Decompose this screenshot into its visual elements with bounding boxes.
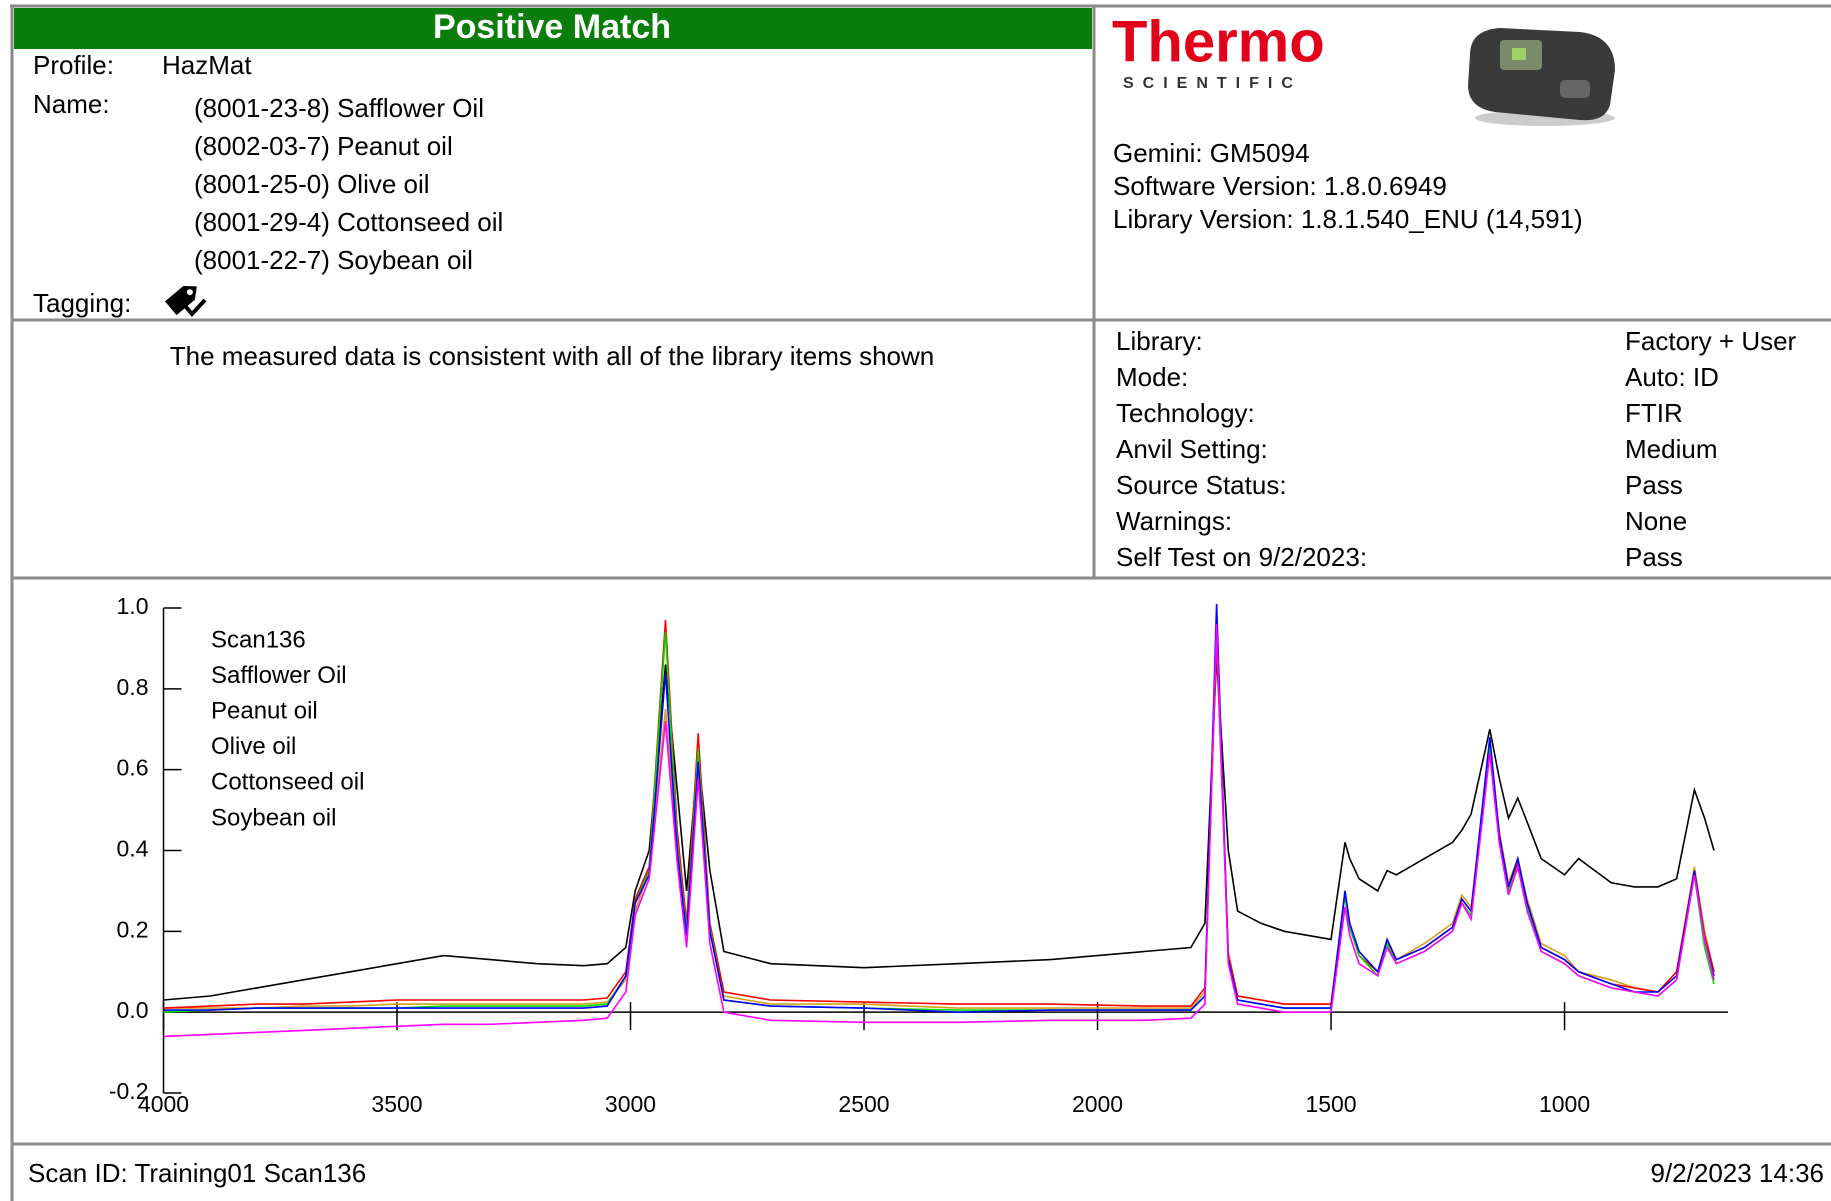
setting-label: Warnings:: [1116, 506, 1232, 536]
setting-label: Source Status:: [1116, 470, 1287, 500]
tag-check: [184, 298, 207, 318]
match-name: (8001-25-0) Olive oil: [194, 169, 430, 199]
y-tick-label: 0.8: [117, 674, 149, 700]
x-tick-label: 4000: [138, 1091, 189, 1117]
y-tick-label: -0.2: [109, 1078, 149, 1104]
legend-entry: Cottonseed oil: [211, 769, 364, 796]
y-tick-label: 0.6: [117, 755, 149, 781]
tag-icon: [164, 285, 197, 316]
x-tick-label: 1000: [1539, 1091, 1590, 1117]
setting-label: Mode:: [1116, 362, 1188, 392]
device-info: Gemini: GM5094: [1113, 138, 1310, 168]
message: The measured data is consistent with all…: [170, 341, 934, 371]
match-name: (8001-29-4) Cottonseed oil: [194, 207, 503, 237]
profile-value: HazMat: [162, 50, 252, 80]
legend-entry: Scan136: [211, 626, 306, 653]
profile-label: Profile:: [33, 50, 114, 80]
device-info: Software Version: 1.8.0.6949: [1113, 171, 1447, 201]
legend-entry: Peanut oil: [211, 698, 318, 725]
x-tick-label: 3000: [605, 1091, 656, 1117]
setting-label: Self Test on 9/2/2023:: [1116, 542, 1367, 572]
scan-id: Scan ID: Training01 Scan136: [28, 1158, 366, 1188]
match-name: (8001-22-7) Soybean oil: [194, 245, 473, 275]
logo-brand: Thermo: [1112, 9, 1325, 74]
y-tick-label: 1.0: [117, 593, 149, 619]
setting-value: Pass: [1625, 470, 1683, 500]
setting-value: Medium: [1625, 434, 1717, 464]
x-tick-label: 1500: [1305, 1091, 1356, 1117]
legend-entry: Olive oil: [211, 733, 296, 760]
setting-value: Factory + User: [1625, 326, 1797, 356]
legend-entry: Safflower Oil: [211, 662, 347, 689]
setting-value: Pass: [1625, 542, 1683, 572]
x-tick-label: 3500: [371, 1091, 422, 1117]
y-tick-label: 0.4: [117, 836, 149, 862]
setting-value: Auto: ID: [1625, 362, 1719, 392]
setting-value: None: [1625, 506, 1687, 536]
y-tick-label: 0.0: [117, 997, 149, 1023]
logo-sub: SCIENTIFIC: [1123, 75, 1302, 92]
tagging-label: Tagging:: [33, 288, 131, 318]
legend-entry: Soybean oil: [211, 804, 336, 831]
status-bar: [14, 8, 1092, 49]
device-info: Library Version: 1.8.1.540_ENU (14,591): [1113, 204, 1583, 234]
match-name: (8002-03-7) Peanut oil: [194, 131, 453, 161]
datetime: 9/2/2023 14:36: [1651, 1158, 1825, 1188]
x-tick-label: 2000: [1072, 1091, 1123, 1117]
x-tick-label: 2500: [838, 1091, 889, 1117]
setting-value: FTIR: [1625, 398, 1683, 428]
y-tick-label: 0.2: [117, 916, 149, 942]
setting-label: Library:: [1116, 326, 1203, 356]
name-label: Name:: [33, 89, 110, 119]
spectrum-line: [163, 656, 1715, 1001]
status-title: Positive Match: [433, 8, 671, 46]
spectrum-line: [163, 603, 1715, 1014]
spectrum-line: [163, 624, 1715, 1038]
setting-label: Anvil Setting:: [1116, 434, 1268, 464]
match-name: (8001-23-8) Safflower Oil: [194, 93, 484, 123]
setting-label: Technology:: [1116, 398, 1255, 428]
device-image: [1468, 28, 1615, 126]
